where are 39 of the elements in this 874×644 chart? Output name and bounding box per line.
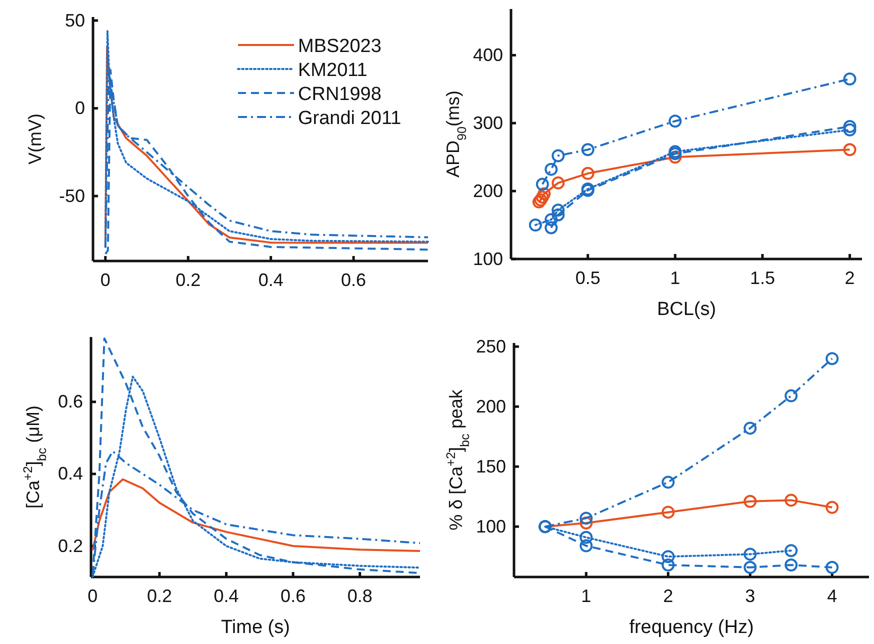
x-tick-label: 2 [844, 268, 855, 288]
y-tick-label: 400 [472, 44, 503, 65]
y-axis-title: V(mV) [25, 114, 45, 164]
x-tick-label: 0.6 [341, 270, 366, 290]
y-tick-label: 150 [476, 456, 506, 476]
legend-label: CRN1998 [298, 84, 382, 105]
legend-label: KM2011 [298, 60, 368, 81]
y-tick-label: 50 [64, 10, 85, 30]
y-tick-label: 0.6 [58, 392, 83, 412]
x-tick-label: 0.2 [176, 270, 201, 290]
x-tick-label: 0.6 [280, 586, 306, 606]
y-tick-label: 0.4 [58, 464, 83, 484]
x-tick-label: 1 [581, 586, 592, 606]
x-axis-title: BCL(s) [656, 299, 716, 320]
y-tick-label: 0 [74, 98, 85, 118]
x-tick-label: 1.5 [750, 268, 775, 288]
x-tick-label: 0.4 [214, 586, 239, 606]
y-tick-label: 0.2 [58, 536, 83, 556]
legend-label: Grandi 2011 [298, 108, 402, 129]
y-tick-label: 100 [472, 248, 503, 269]
x-tick-label: 0 [100, 270, 110, 290]
x-tick-label: 0.4 [258, 270, 284, 290]
y-tick-label: 100 [476, 516, 506, 536]
x-tick-label: 1 [670, 268, 680, 288]
x-tick-label: 3 [745, 586, 756, 606]
x-axis-title: frequency (Hz) [629, 617, 754, 638]
x-tick-label: 0.8 [347, 586, 372, 606]
y-tick-label: 200 [472, 180, 503, 201]
x-tick-label: 0.5 [575, 268, 600, 288]
x-axis-title: Time (s) [221, 617, 290, 638]
y-tick-label: 200 [476, 396, 506, 416]
x-tick-label: 2 [663, 586, 674, 606]
y-tick-label: 300 [472, 112, 503, 133]
x-tick-label: 4 [827, 586, 838, 606]
y-tick-label: 250 [476, 336, 506, 356]
x-tick-label: 0.2 [146, 586, 172, 606]
y-tick-label: -50 [58, 186, 85, 206]
x-tick-label: 0 [88, 586, 98, 606]
legend-label: MBS2023 [298, 36, 382, 57]
